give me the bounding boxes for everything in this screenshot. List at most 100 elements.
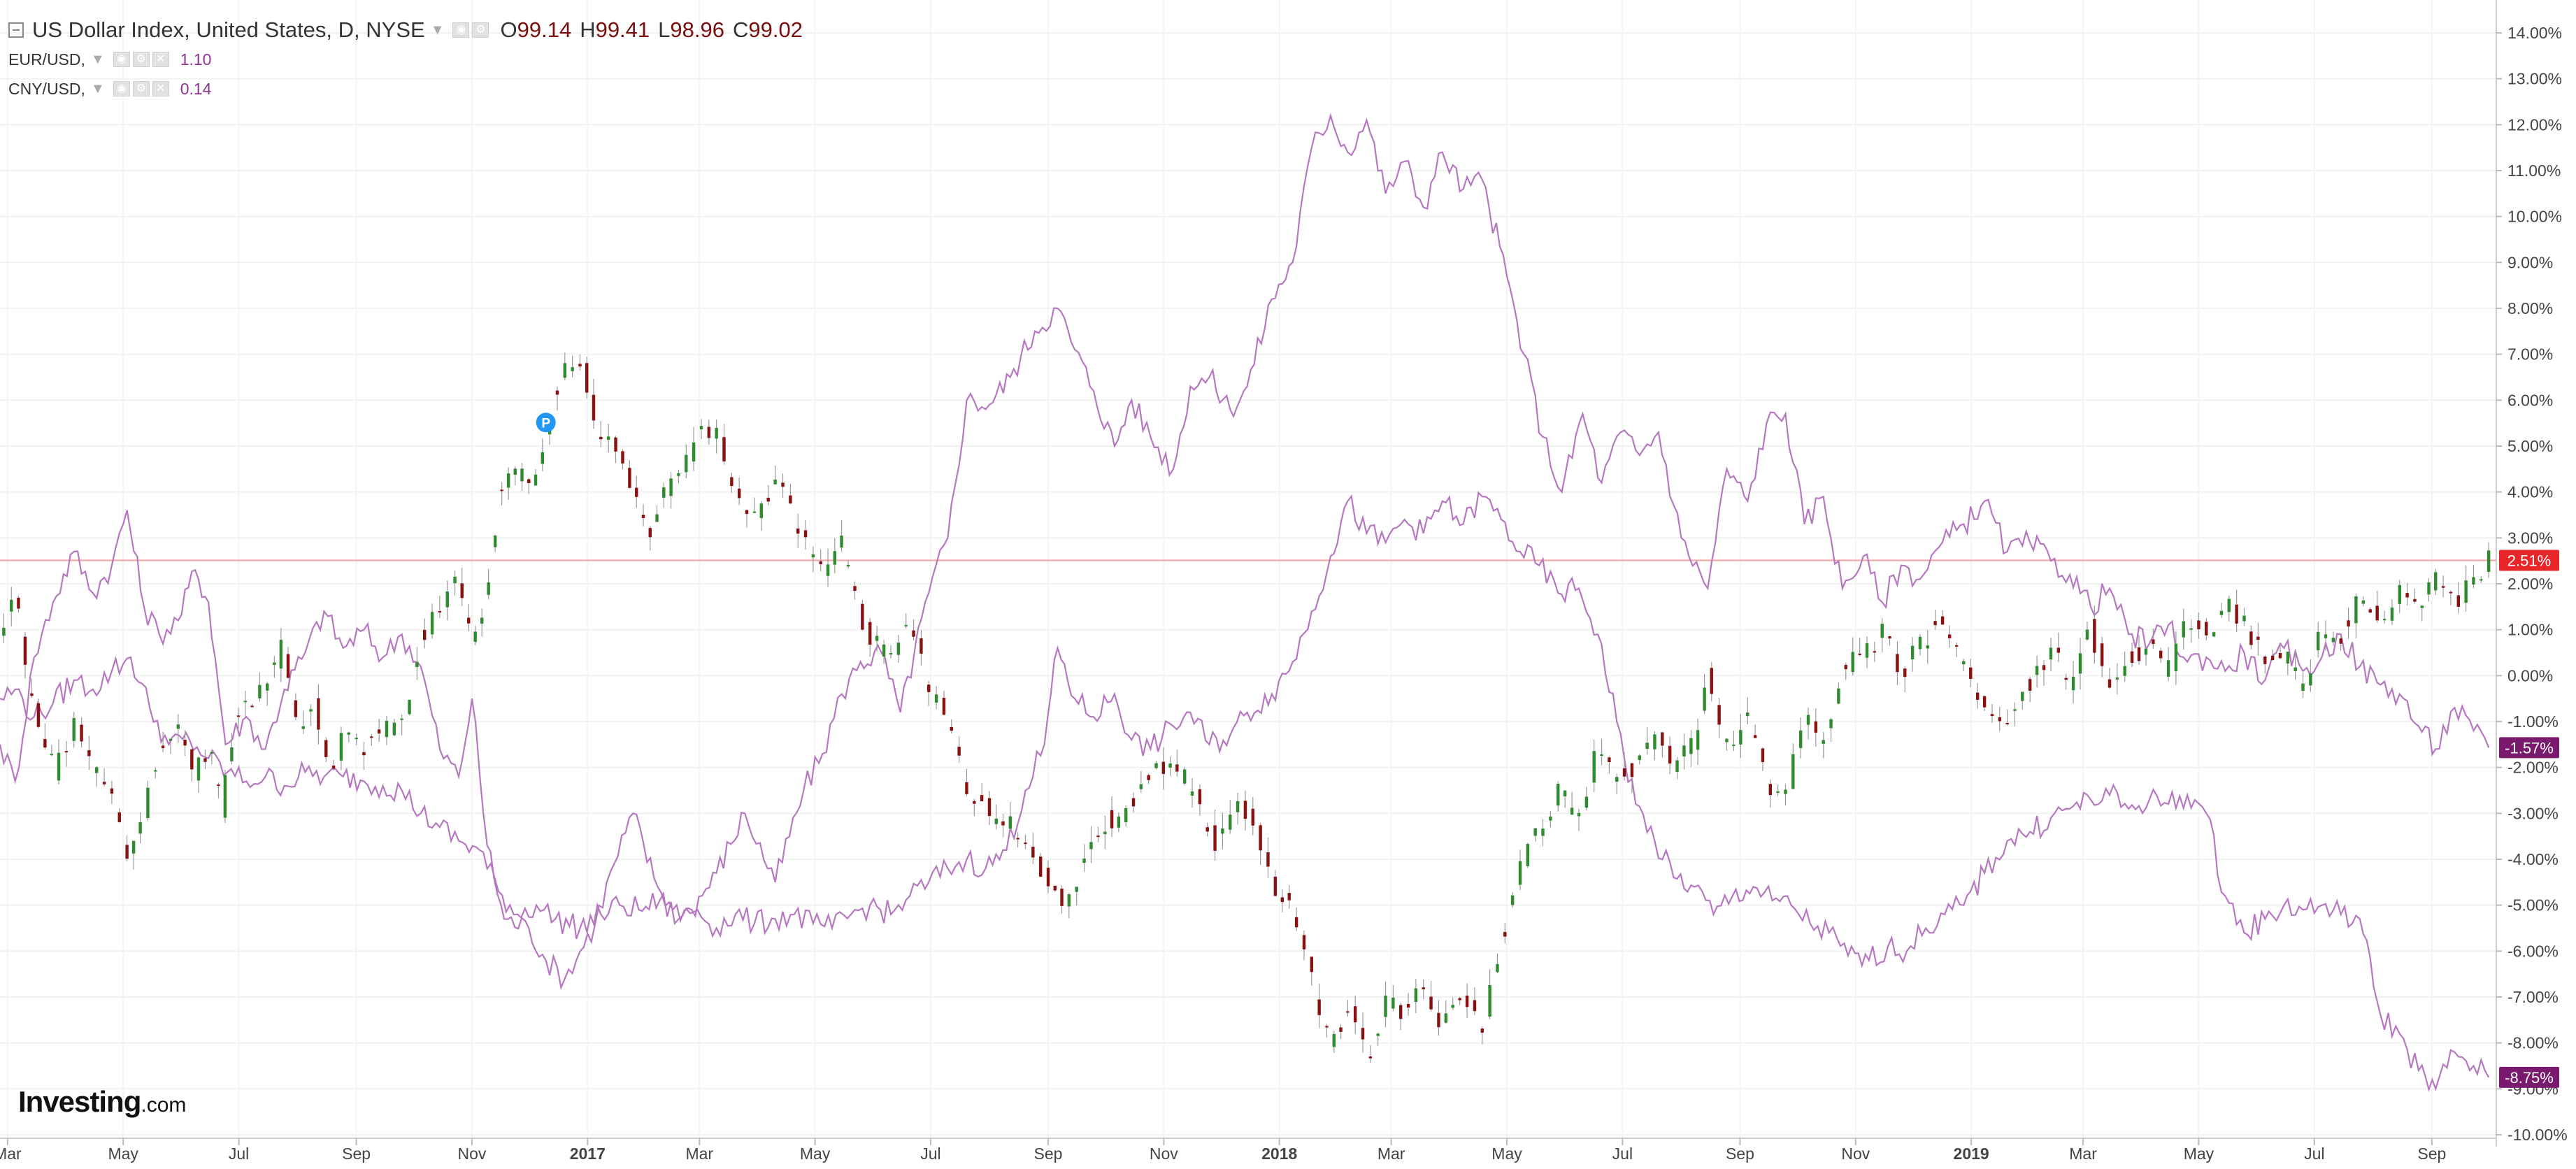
visibility-icon[interactable]: ◉ bbox=[113, 81, 130, 96]
candle-body bbox=[2144, 648, 2148, 655]
overlay-label-eurusd[interactable]: EUR/USD, bbox=[8, 50, 85, 69]
candle-body bbox=[1982, 696, 1987, 708]
candle-body bbox=[2294, 667, 2297, 671]
candle-body bbox=[1896, 654, 1899, 673]
y-tick-label: 8.00% bbox=[2507, 299, 2553, 317]
candle-body bbox=[1103, 831, 1107, 835]
event-marker[interactable] bbox=[536, 413, 556, 433]
candle-body bbox=[72, 718, 76, 741]
candle-body bbox=[2324, 634, 2328, 638]
candle-body bbox=[1384, 996, 1387, 1017]
candle-body bbox=[1229, 815, 1232, 830]
candle-body bbox=[1503, 931, 1507, 937]
candle-body bbox=[635, 487, 638, 497]
candle-body bbox=[460, 583, 464, 598]
candle-body bbox=[1791, 754, 1795, 789]
candle-body bbox=[1739, 730, 1743, 745]
candle-body bbox=[1346, 1011, 1350, 1013]
open-label: O bbox=[500, 17, 517, 42]
candle-body bbox=[1557, 784, 1560, 806]
candle-body bbox=[1154, 763, 1158, 768]
y-tick-label: 10.00% bbox=[2507, 208, 2562, 226]
candle-body bbox=[506, 473, 510, 488]
candle-body bbox=[400, 718, 403, 720]
candle-body bbox=[1429, 996, 1433, 1010]
event-marker-label[interactable]: P bbox=[541, 416, 550, 431]
collapse-icon[interactable] bbox=[8, 22, 24, 38]
chevron-down-icon[interactable]: ▼ bbox=[90, 80, 105, 96]
candle-body bbox=[1753, 735, 1757, 738]
overlay-row-cnyusd[interactable]: CNY/USD, ▼ ◉ ⚙ ✕ 0.14 bbox=[8, 74, 803, 103]
candle-body bbox=[203, 758, 207, 762]
overlay-value-cnyusd: 0.14 bbox=[180, 79, 212, 98]
candle-body bbox=[339, 733, 343, 761]
series-title[interactable]: US Dollar Index, United States, D, NYSE bbox=[32, 17, 425, 42]
chevron-down-icon[interactable]: ▼ bbox=[430, 22, 445, 38]
x-tick-label: May bbox=[800, 1145, 831, 1163]
chevron-down-icon[interactable]: ▼ bbox=[90, 51, 105, 67]
candle-body bbox=[1888, 636, 1891, 639]
candle-body bbox=[2413, 598, 2417, 602]
candle-body bbox=[1414, 988, 1418, 1002]
candle-body bbox=[1332, 1033, 1336, 1047]
candle-body bbox=[266, 683, 269, 691]
y-tick-label: 13.00% bbox=[2507, 70, 2562, 88]
candle-body bbox=[1161, 761, 1166, 774]
event-markers[interactable]: P bbox=[536, 413, 556, 433]
candle-body bbox=[2398, 584, 2401, 604]
overlay-label-cnyusd[interactable]: CNY/USD, bbox=[8, 79, 85, 98]
candle-body bbox=[1918, 636, 1922, 650]
low-value: 98.96 bbox=[670, 17, 724, 42]
candle-body bbox=[1746, 712, 1749, 717]
candle-body bbox=[920, 638, 923, 654]
candle-body bbox=[1998, 717, 2001, 722]
candle-body bbox=[301, 726, 305, 729]
candle-body bbox=[57, 752, 61, 781]
candle-body bbox=[1615, 777, 1619, 782]
settings-icon[interactable]: ⚙ bbox=[132, 81, 150, 96]
y-tick-label: 4.00% bbox=[2507, 483, 2553, 501]
candle-body bbox=[1600, 754, 1603, 756]
candle-body bbox=[2375, 605, 2379, 621]
candle-body bbox=[30, 693, 34, 696]
candle-body bbox=[614, 437, 617, 452]
series-line-cny-usd bbox=[0, 491, 2490, 1092]
candle-body bbox=[370, 736, 373, 738]
candle-body bbox=[2219, 610, 2224, 615]
candle-body bbox=[965, 782, 968, 794]
candle-body bbox=[286, 654, 290, 678]
candle-body bbox=[1075, 887, 1078, 892]
candle-body bbox=[43, 738, 47, 748]
candle-body bbox=[2464, 580, 2468, 603]
candle-body bbox=[230, 747, 234, 761]
candle-body bbox=[154, 770, 157, 772]
main-series-row[interactable]: US Dollar Index, United States, D, NYSE … bbox=[8, 15, 803, 45]
close-icon[interactable]: ✕ bbox=[152, 81, 169, 96]
candle-body bbox=[50, 754, 54, 756]
visibility-icon[interactable]: ◉ bbox=[113, 52, 130, 67]
y-tick-label: -1.00% bbox=[2507, 712, 2559, 731]
candle-body bbox=[2249, 631, 2253, 645]
overlay-row-eurusd[interactable]: EUR/USD, ▼ ◉ ⚙ ✕ 1.10 bbox=[8, 45, 803, 74]
last-value-label: 2.51% bbox=[2507, 552, 2551, 570]
settings-icon[interactable]: ⚙ bbox=[132, 52, 150, 67]
x-tick-label: 2018 bbox=[1261, 1145, 1297, 1163]
y-tick-label: -8.00% bbox=[2507, 1034, 2559, 1052]
candle-body bbox=[1806, 715, 1810, 725]
candle-body bbox=[685, 454, 688, 473]
candle-body bbox=[422, 629, 427, 640]
candle-body bbox=[1251, 808, 1254, 826]
candle-body bbox=[896, 643, 901, 655]
close-icon[interactable]: ✕ bbox=[152, 52, 169, 67]
candle-body bbox=[2486, 550, 2491, 572]
x-tick-label: Jul bbox=[2304, 1145, 2324, 1163]
candle-body bbox=[840, 536, 843, 548]
visibility-icon[interactable]: ◉ bbox=[452, 22, 470, 38]
candle-body bbox=[1399, 1005, 1403, 1019]
candle-body bbox=[1024, 842, 1027, 845]
candle-body bbox=[662, 487, 666, 498]
candle-body bbox=[2130, 651, 2134, 663]
candle-body bbox=[950, 726, 953, 731]
settings-icon[interactable]: ⚙ bbox=[472, 22, 489, 38]
